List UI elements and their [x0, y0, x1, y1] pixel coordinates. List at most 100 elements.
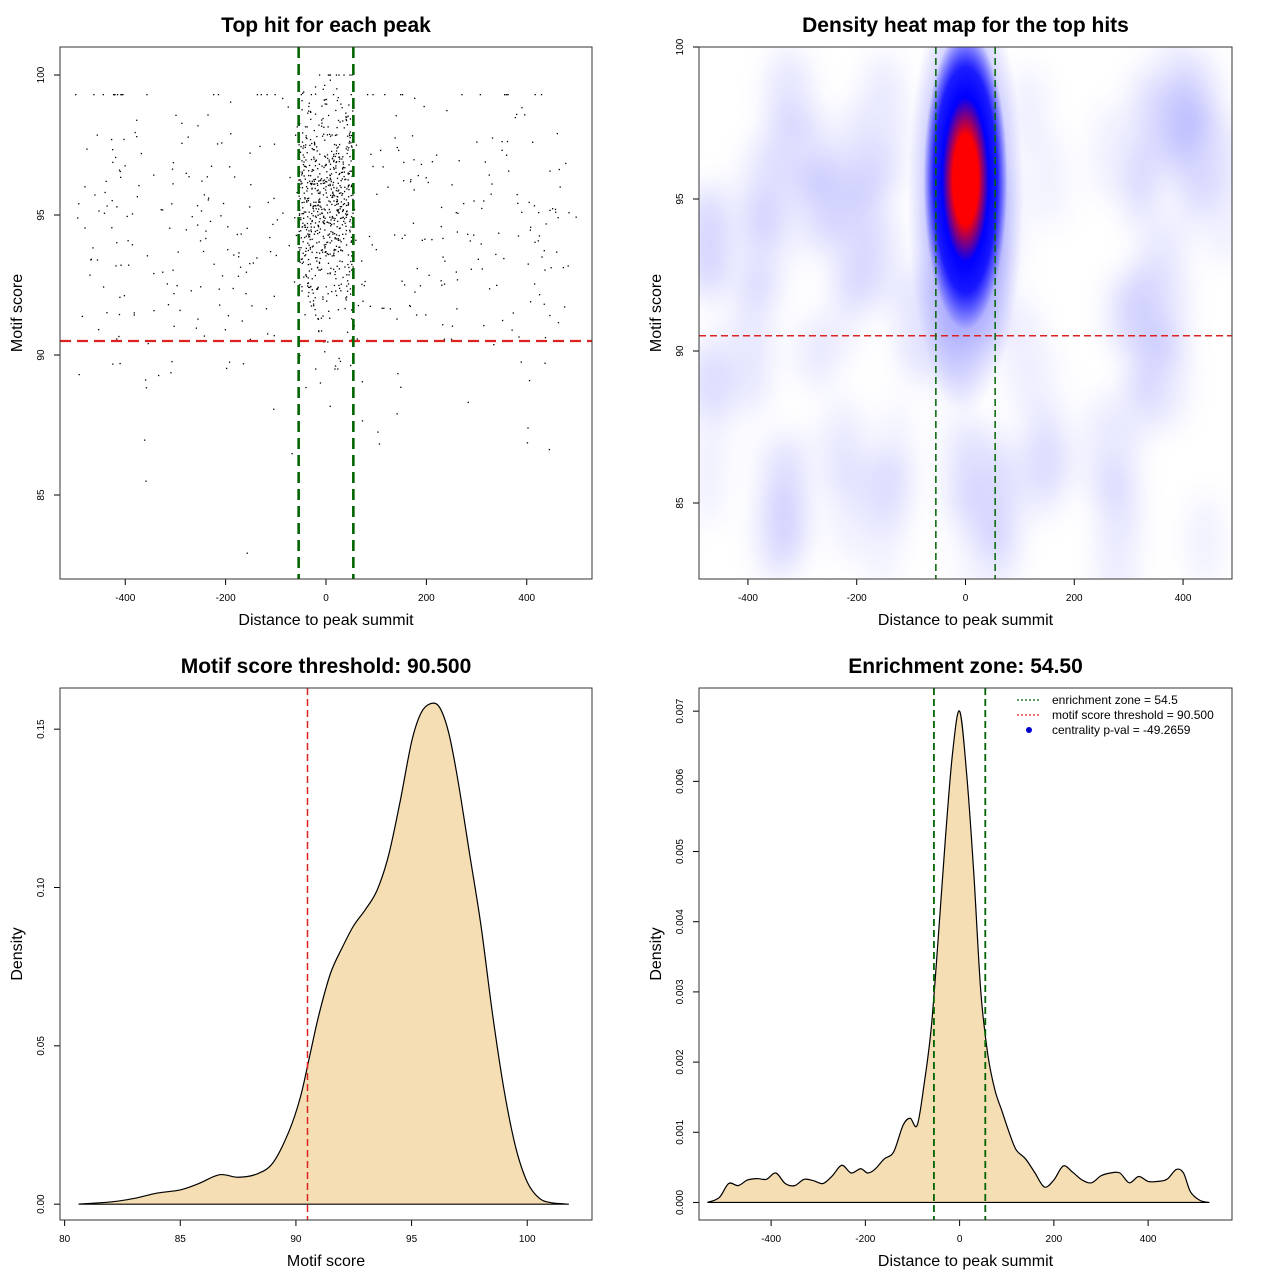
data-point — [325, 192, 327, 194]
y-tick-label: 0.005 — [675, 839, 686, 864]
data-point — [153, 174, 155, 176]
data-point — [312, 300, 315, 302]
data-point — [450, 338, 453, 340]
data-point — [529, 229, 531, 231]
data-point — [197, 224, 199, 226]
data-point — [309, 301, 311, 303]
data-point — [301, 171, 303, 173]
data-point — [347, 135, 349, 137]
y-tick-label: 0.001 — [675, 1119, 686, 1144]
data-point — [338, 189, 340, 191]
data-point — [122, 94, 124, 96]
data-point — [348, 104, 350, 106]
data-point — [549, 170, 551, 172]
data-point — [320, 206, 322, 208]
data-point — [314, 165, 317, 167]
data-point — [327, 157, 329, 160]
data-point — [207, 199, 209, 201]
data-point — [554, 208, 557, 211]
data-point — [324, 209, 326, 211]
data-point — [332, 233, 334, 235]
x-tick-label: 400 — [1175, 593, 1192, 604]
data-point — [304, 165, 307, 168]
data-point — [119, 170, 121, 173]
data-point — [318, 163, 321, 165]
data-point — [346, 290, 349, 292]
data-point — [315, 208, 317, 210]
data-point — [256, 257, 258, 259]
data-point — [197, 125, 199, 127]
data-point — [335, 290, 337, 292]
data-point — [336, 265, 338, 267]
data-point — [347, 186, 349, 188]
data-point — [337, 96, 339, 99]
data-point — [305, 235, 307, 237]
data-point — [202, 250, 205, 253]
data-point — [427, 181, 429, 184]
data-point — [318, 221, 320, 223]
data-point — [328, 208, 330, 211]
x-tick-label: 100 — [519, 1234, 536, 1245]
data-point — [301, 201, 303, 204]
data-point — [480, 243, 482, 245]
data-point — [324, 155, 326, 157]
data-point — [329, 222, 331, 225]
data-point — [316, 242, 318, 244]
data-point — [337, 190, 339, 192]
data-point — [558, 168, 560, 171]
data-point — [301, 226, 304, 228]
data-point — [307, 234, 310, 236]
data-point — [311, 289, 313, 291]
data-point — [394, 137, 396, 139]
y-tick-label: 0.004 — [675, 909, 686, 934]
data-point — [308, 230, 310, 232]
y-tick-label: 85 — [36, 489, 47, 501]
data-point — [314, 230, 317, 233]
data-point — [338, 268, 341, 270]
data-point — [344, 167, 346, 169]
data-point — [307, 282, 309, 285]
data-point — [322, 88, 324, 90]
legend-label: motif score threshold = 90.500 — [1052, 708, 1214, 722]
data-point — [111, 227, 113, 229]
data-point — [366, 94, 369, 96]
data-point — [330, 188, 332, 190]
data-point — [319, 191, 321, 193]
data-point — [340, 180, 342, 182]
data-point — [310, 111, 312, 114]
data-point — [442, 256, 444, 258]
data-point — [317, 318, 320, 320]
data-point — [521, 211, 523, 214]
data-point — [322, 315, 324, 317]
data-point — [238, 252, 240, 254]
data-point — [343, 220, 345, 223]
data-point — [568, 212, 570, 214]
data-point — [299, 179, 301, 181]
data-point — [425, 314, 427, 316]
data-point — [308, 105, 310, 108]
data-point — [307, 216, 309, 218]
data-point — [350, 134, 353, 137]
data-point — [301, 262, 303, 265]
heatmap-cell — [846, 178, 880, 307]
data-point — [196, 205, 199, 207]
data-point — [332, 196, 334, 198]
data-point — [340, 186, 342, 189]
data-point — [343, 202, 346, 205]
y-tick-label: 0.00 — [36, 1194, 47, 1214]
data-point — [171, 168, 174, 170]
data-point — [351, 255, 353, 257]
data-point — [346, 274, 348, 276]
data-point — [308, 211, 310, 213]
data-point — [351, 338, 353, 341]
data-point — [328, 222, 330, 224]
data-point — [316, 287, 319, 290]
data-point — [323, 187, 325, 190]
data-point — [227, 226, 229, 228]
data-point — [302, 92, 304, 94]
data-point — [332, 94, 335, 96]
data-point — [335, 171, 337, 174]
data-point — [146, 94, 148, 96]
data-point — [302, 207, 304, 209]
data-point — [315, 201, 317, 203]
